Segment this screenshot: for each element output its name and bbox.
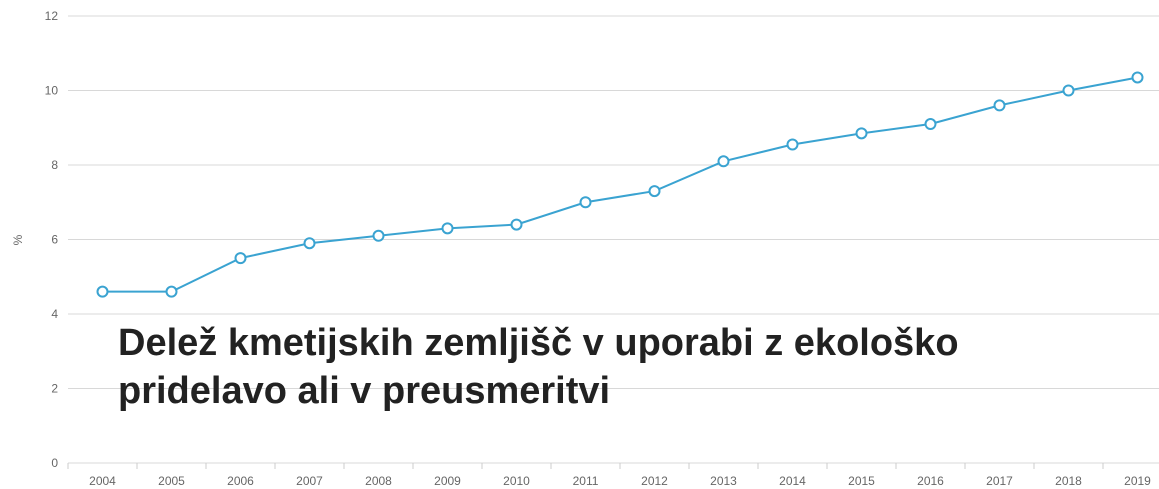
x-tick-label: 2007 [296, 474, 323, 488]
x-tick-label: 2009 [434, 474, 461, 488]
y-tick-label: 0 [51, 456, 58, 470]
y-tick-label: 12 [45, 9, 59, 23]
point [1062, 84, 1075, 97]
x-tick-label: 2005 [158, 474, 185, 488]
x-tick-label: 2012 [641, 474, 668, 488]
y-tick-label: 8 [51, 158, 58, 172]
x-tick-label: 2006 [227, 474, 254, 488]
point [579, 196, 592, 209]
point [924, 118, 937, 131]
x-tick-label: 2015 [848, 474, 875, 488]
point [855, 127, 868, 140]
y-tick-label: 2 [51, 382, 58, 396]
point [1131, 71, 1144, 84]
y-axis-label: % [11, 234, 25, 245]
point [372, 229, 385, 242]
y-tick-label: 4 [51, 307, 58, 321]
x-tick-label: 2018 [1055, 474, 1082, 488]
point [303, 237, 316, 250]
x-tick-label: 2017 [986, 474, 1013, 488]
title-line: pridelavo ali v preusmeritvi [118, 370, 610, 412]
line [102, 76, 1138, 293]
chart-title: Delež kmetijskih zemljišč v uporabi z ek… [118, 322, 959, 412]
point [96, 285, 109, 298]
x-tick-label: 2008 [365, 474, 392, 488]
point [993, 99, 1006, 112]
x-tick-label: 2010 [503, 474, 530, 488]
point [648, 185, 661, 198]
point [234, 252, 247, 265]
title-line: Delež kmetijskih zemljišč v uporabi z ek… [118, 322, 959, 364]
x-tick-label: 2019 [1124, 474, 1151, 488]
x-tick-label: 2011 [573, 474, 599, 488]
y-tick-label: 10 [45, 84, 59, 98]
y-tick-label: 6 [51, 233, 58, 247]
point [786, 138, 799, 151]
x-tick-label: 2013 [710, 474, 737, 488]
x-tick-label: 2004 [89, 474, 116, 488]
point [165, 285, 178, 298]
point [717, 155, 730, 168]
x-tick-label: 2014 [779, 474, 806, 488]
x-tick-label: 2016 [917, 474, 944, 488]
point [510, 218, 523, 231]
point [441, 222, 454, 235]
